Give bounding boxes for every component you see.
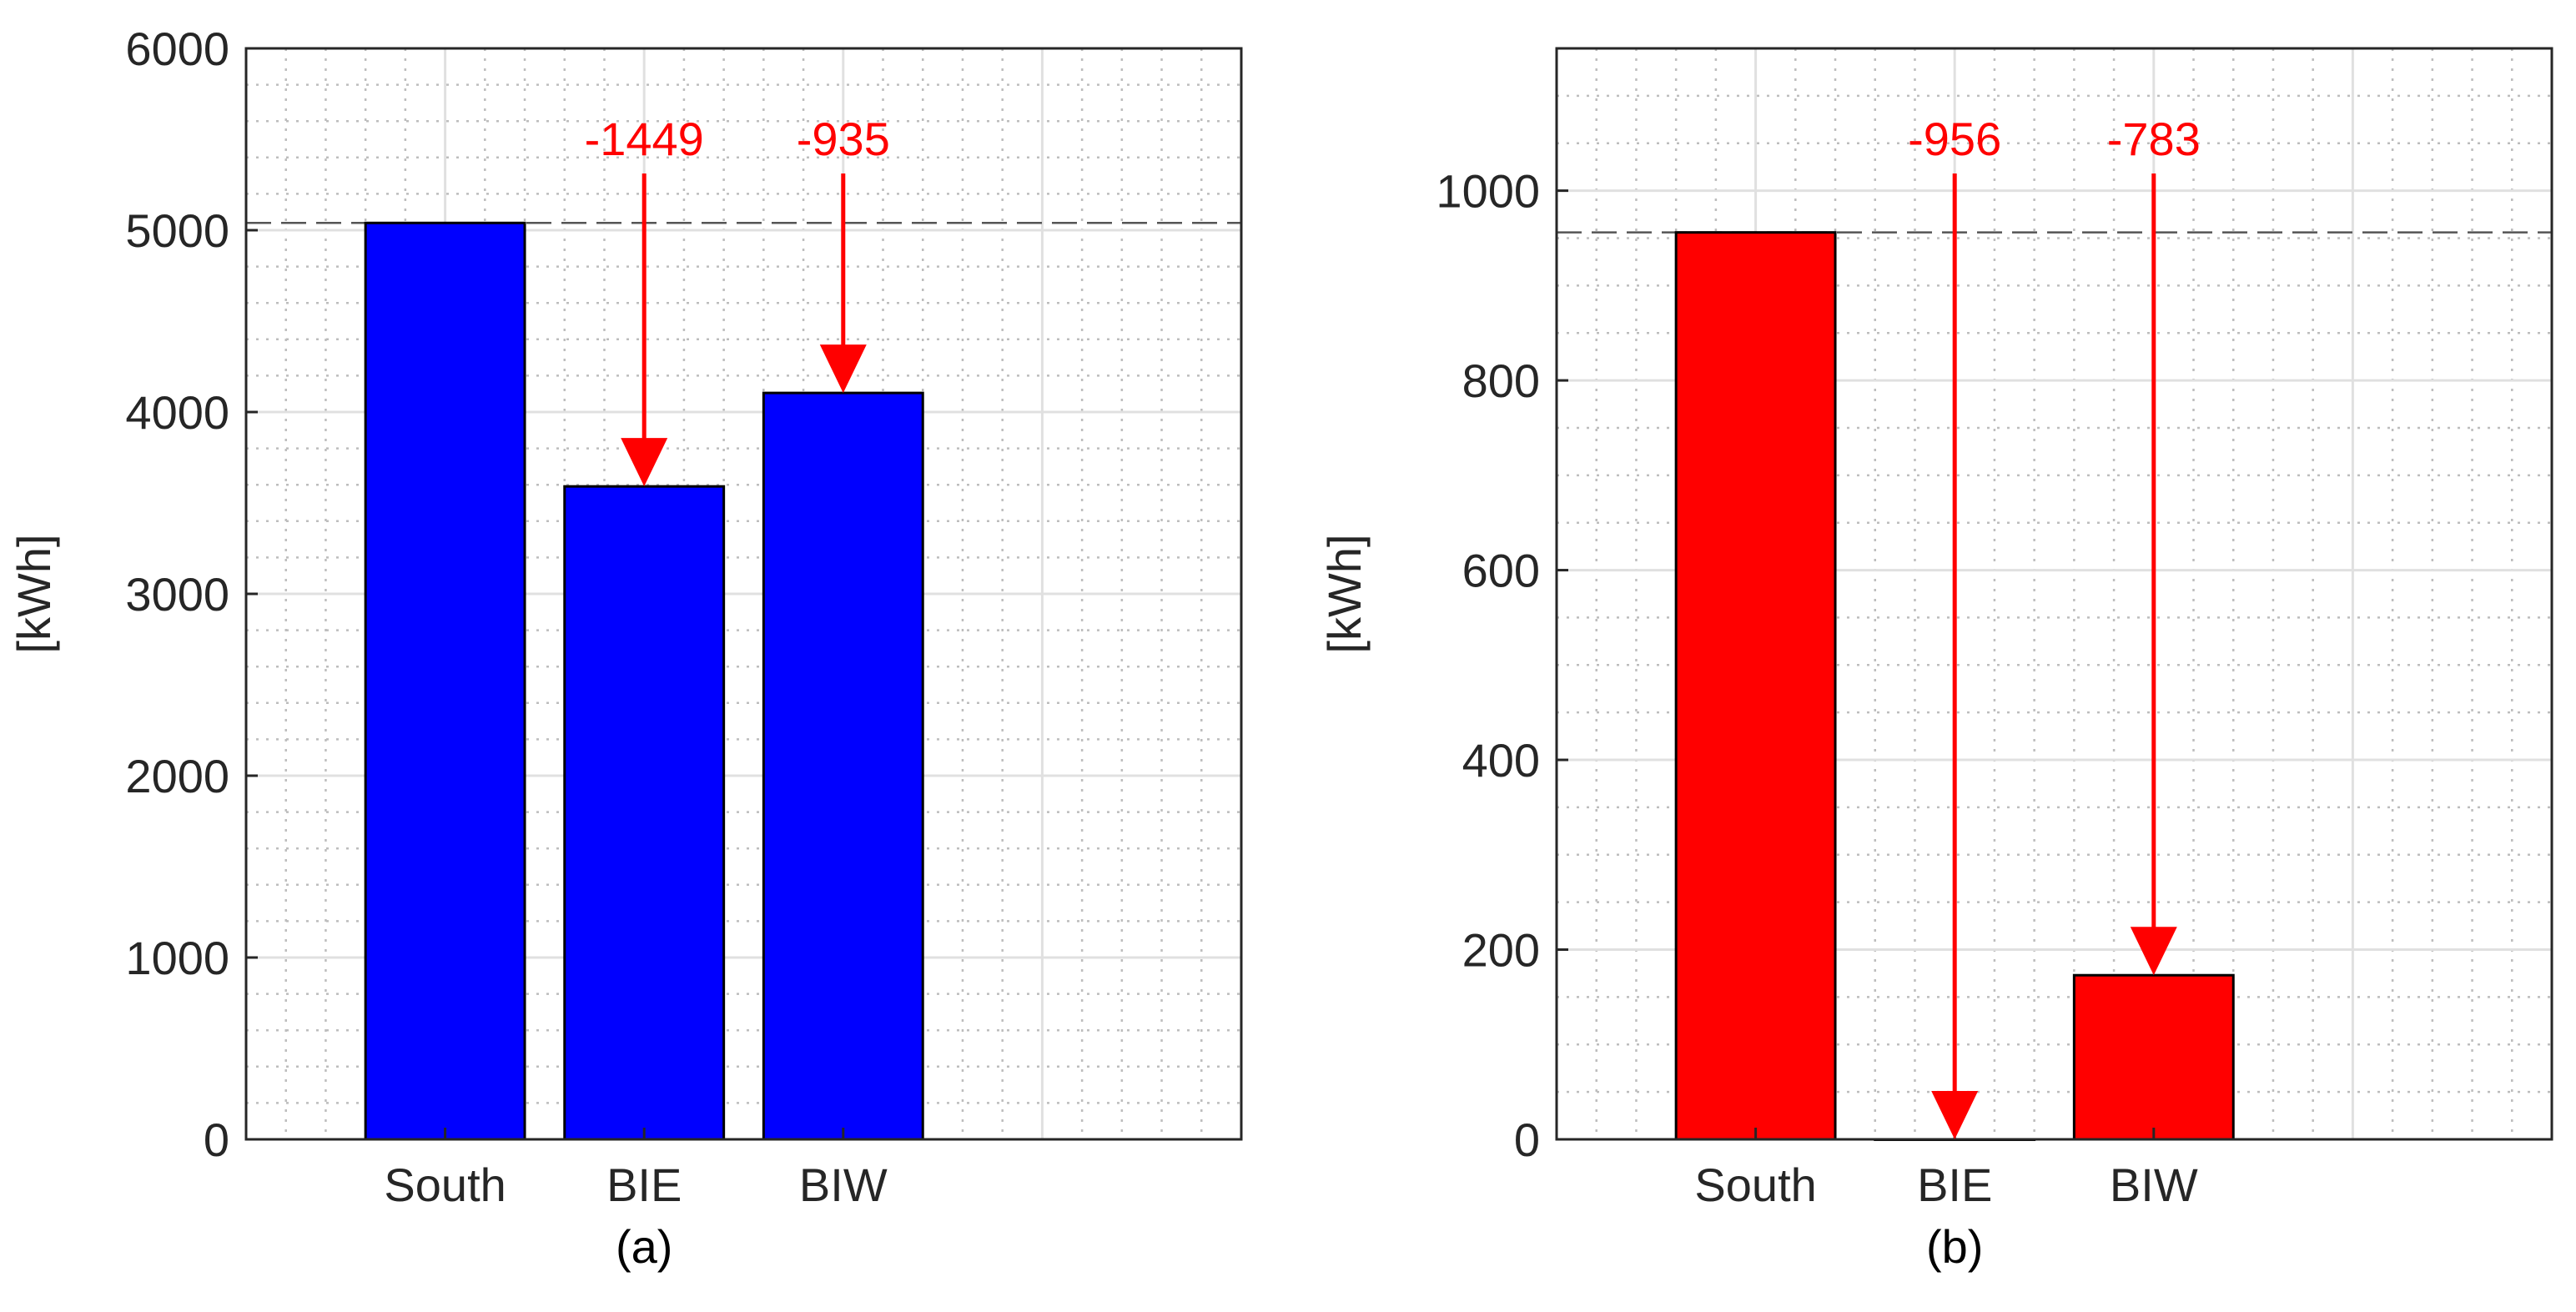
x-tick-label: South <box>384 1159 506 1211</box>
arrow-head <box>1931 1091 1979 1139</box>
x-tick-label: South <box>1694 1159 1816 1211</box>
y-tick-label: 1000 <box>1436 165 1540 218</box>
y-axis-title: [kWh] <box>1318 534 1371 653</box>
panel-label: (a) <box>616 1220 672 1273</box>
bar-bie <box>563 485 726 1141</box>
annotation-label: -956 <box>1908 113 2001 165</box>
bar-biw <box>2072 973 2235 1141</box>
y-tick-label: 600 <box>1462 545 1540 597</box>
arrow-head <box>2130 927 2177 976</box>
y-axis-title: [kWh] <box>8 534 60 653</box>
axes-box <box>1555 47 2553 1141</box>
y-tick-label: 800 <box>1462 354 1540 407</box>
y-tick-label: 3000 <box>125 568 229 621</box>
y-tick-label: 400 <box>1462 734 1540 787</box>
y-tick-label: 2000 <box>125 750 229 802</box>
x-tick-label: BIW <box>2110 1159 2198 1211</box>
bar-south <box>1674 231 1837 1141</box>
y-tick-label: 0 <box>204 1113 229 1166</box>
y-tick-label: 4000 <box>125 386 229 439</box>
arrow-head <box>819 344 867 394</box>
y-tick-label: 0 <box>1514 1113 1540 1166</box>
y-tick-label: 6000 <box>125 23 229 75</box>
annotation-label: -783 <box>2107 113 2201 165</box>
x-tick-label: BIW <box>799 1159 888 1211</box>
y-tick-label: 1000 <box>125 932 229 984</box>
x-tick-label: BIE <box>606 1159 682 1211</box>
x-tick-label: BIE <box>1917 1159 1992 1211</box>
bar-south <box>364 221 526 1141</box>
annotation-label: -935 <box>797 113 890 165</box>
arrow-head <box>621 438 668 487</box>
y-tick-label: 5000 <box>125 204 229 257</box>
annotation-label: -1449 <box>585 113 704 165</box>
chart-panel: 0 200 400 600 800 1000 South BIE BIW [kWh] (b) -956… <box>1318 47 2553 1273</box>
panel-label: (b) <box>1926 1220 1983 1273</box>
y-tick-label: 200 <box>1462 924 1540 977</box>
chart-panel: 0 1000 2000 3000 4000 5000 6000 South BIE BIW [kWh… <box>8 23 1243 1273</box>
bar-biw <box>762 391 924 1141</box>
